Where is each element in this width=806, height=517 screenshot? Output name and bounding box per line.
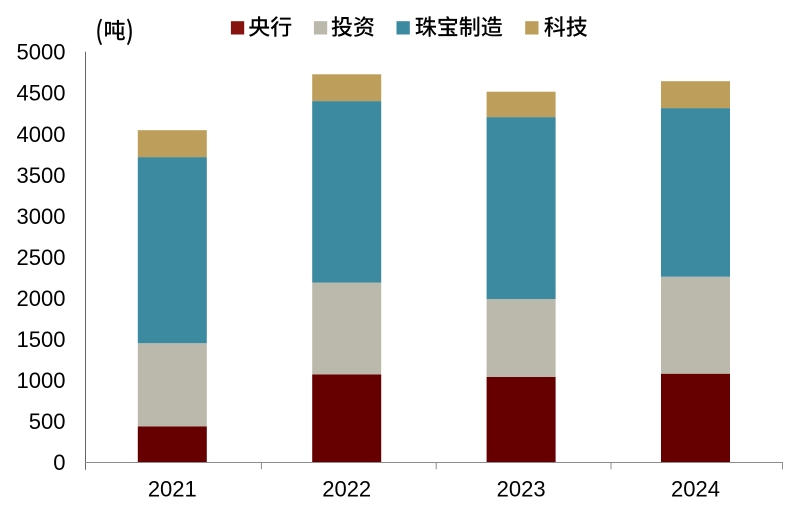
svg-text:0: 0 (53, 450, 65, 475)
svg-text:2024: 2024 (671, 477, 720, 502)
svg-text:2022: 2022 (322, 477, 371, 502)
svg-text:1500: 1500 (17, 327, 66, 352)
svg-text:5000: 5000 (17, 40, 66, 65)
svg-text:4500: 4500 (17, 81, 66, 106)
svg-text:2500: 2500 (17, 245, 66, 270)
svg-text:3000: 3000 (17, 204, 66, 229)
svg-text:500: 500 (29, 409, 66, 434)
svg-text:3500: 3500 (17, 163, 66, 188)
svg-text:4000: 4000 (17, 122, 66, 147)
svg-text:2023: 2023 (497, 477, 546, 502)
svg-text:2021: 2021 (148, 477, 197, 502)
svg-text:2000: 2000 (17, 286, 66, 311)
svg-text:1000: 1000 (17, 368, 66, 393)
